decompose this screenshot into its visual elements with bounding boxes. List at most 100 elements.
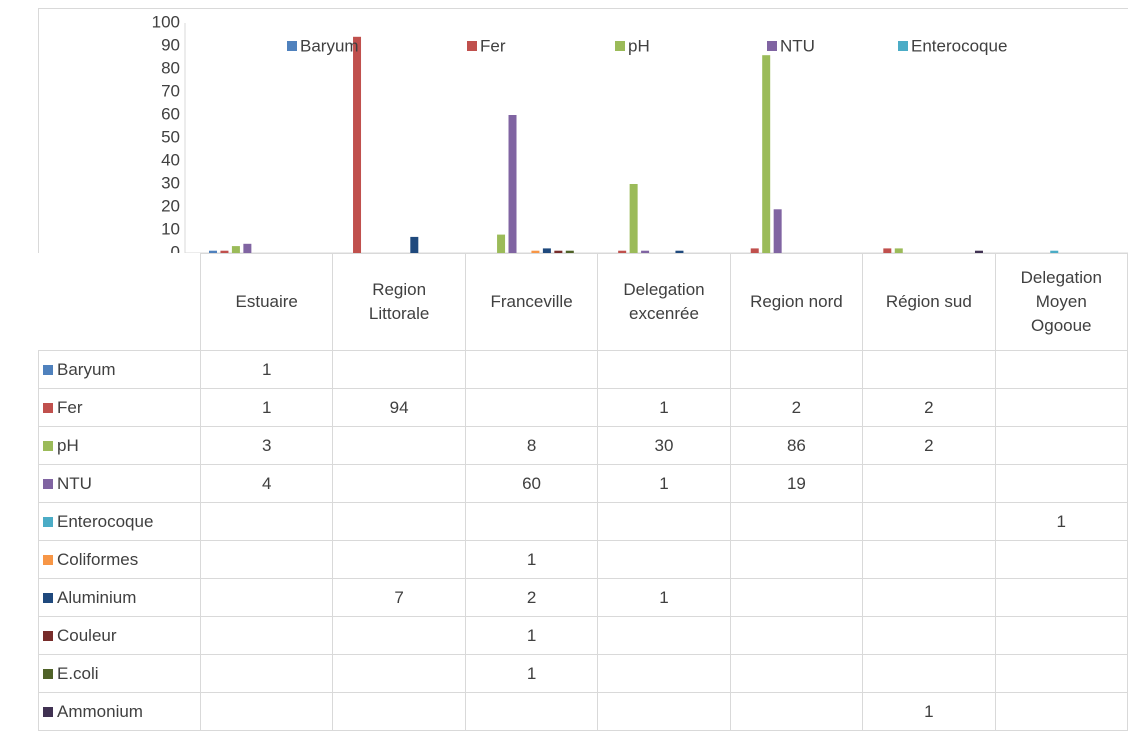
legend-key [43, 479, 53, 489]
y-tick-label: 50 [161, 127, 180, 146]
legend-label: Fer [480, 36, 506, 55]
table-cell [995, 617, 1127, 655]
table-cell: 2 [863, 389, 995, 427]
category-header: Région sud [863, 254, 995, 351]
bar [232, 246, 240, 253]
table-cell [730, 693, 862, 731]
table-cell [333, 427, 465, 465]
legend-swatch [898, 41, 908, 51]
row-header: Fer [39, 389, 201, 427]
table-cell [730, 579, 862, 617]
bar [243, 244, 251, 253]
series-name: Ammonium [57, 702, 143, 721]
table-row: E.coli 1 [39, 655, 1128, 693]
table-cell [333, 693, 465, 731]
table-cell [598, 541, 730, 579]
table-cell [863, 351, 995, 389]
table-cell [995, 541, 1127, 579]
table-cell: 1 [598, 579, 730, 617]
bar [509, 115, 517, 253]
table-cell: 2 [730, 389, 862, 427]
table-cell [465, 503, 597, 541]
y-tick-label: 80 [161, 58, 180, 77]
table-cell: 1 [863, 693, 995, 731]
legend-label: Enterocoque [911, 36, 1007, 55]
table-cell [863, 541, 995, 579]
row-header: Coliformes [39, 541, 201, 579]
table-cell [598, 655, 730, 693]
category-header: Franceville [465, 254, 597, 351]
table-cell: 2 [465, 579, 597, 617]
y-tick-label: 10 [161, 219, 180, 238]
table-cell [730, 351, 862, 389]
y-tick-label: 60 [161, 104, 180, 123]
bar [630, 184, 638, 253]
legend-label: pH [628, 36, 650, 55]
row-header: NTU [39, 465, 201, 503]
series-name: pH [57, 436, 79, 455]
y-tick-label: 40 [161, 150, 180, 169]
bar [762, 55, 770, 253]
category-header: Delegation excenrée [598, 254, 730, 351]
table-cell [201, 617, 333, 655]
table-cell: 3 [201, 427, 333, 465]
table-cell [333, 465, 465, 503]
table-cell [730, 503, 862, 541]
legend-key [43, 707, 53, 717]
row-header: Couleur [39, 617, 201, 655]
legend-key [43, 441, 53, 451]
table-cell [201, 579, 333, 617]
legend-swatch [767, 41, 777, 51]
y-tick-label: 100 [152, 12, 180, 31]
table-cell [201, 693, 333, 731]
legend-key [43, 517, 53, 527]
legend-key [43, 669, 53, 679]
table-cell [995, 693, 1127, 731]
table-cell: 1 [598, 465, 730, 503]
table-row: Couleur 1 [39, 617, 1128, 655]
category-header: Estuaire [201, 254, 333, 351]
table-cell [333, 541, 465, 579]
category-header: Region Littorale [333, 254, 465, 351]
table-cell [333, 503, 465, 541]
bar [410, 237, 418, 253]
table-cell [863, 655, 995, 693]
table-cell [333, 351, 465, 389]
series-name: Couleur [57, 626, 117, 645]
series-name: E.coli [57, 664, 99, 683]
bar [353, 37, 361, 253]
y-tick-label: 70 [161, 81, 180, 100]
table-cell [465, 351, 597, 389]
table-cell [598, 351, 730, 389]
legend-label: NTU [780, 36, 815, 55]
row-header: Ammonium [39, 693, 201, 731]
table-cell [995, 655, 1127, 693]
table-cell [201, 655, 333, 693]
legend-label: Baryum [300, 36, 359, 55]
table-cell: 1 [201, 389, 333, 427]
table-cell: 1 [598, 389, 730, 427]
table-cell [201, 503, 333, 541]
table-cell: 8 [465, 427, 597, 465]
table-cell: 30 [598, 427, 730, 465]
table-cell: 1 [465, 655, 597, 693]
bar [774, 209, 782, 253]
legend-key [43, 555, 53, 565]
row-header: Aluminium [39, 579, 201, 617]
table-cell [465, 389, 597, 427]
row-header: E.coli [39, 655, 201, 693]
table-cell [333, 617, 465, 655]
legend-key [43, 365, 53, 375]
table-cell: 1 [465, 617, 597, 655]
table-row: Ammonium 1 [39, 693, 1128, 731]
legend-key [43, 631, 53, 641]
corner [39, 254, 201, 351]
table-cell [333, 655, 465, 693]
table-cell [995, 427, 1127, 465]
